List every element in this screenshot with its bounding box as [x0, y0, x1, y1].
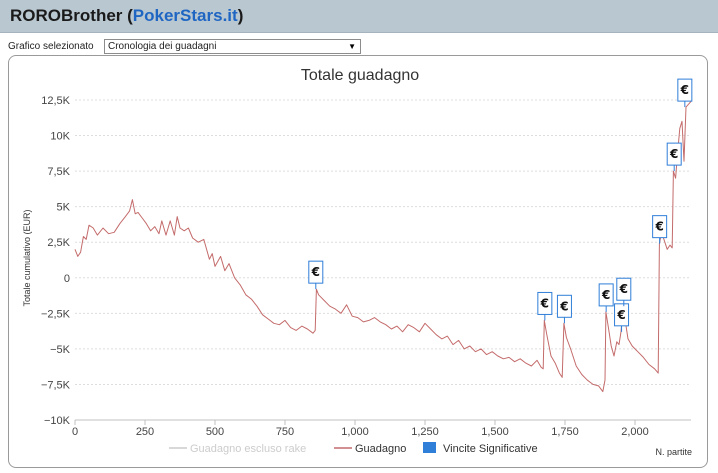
x-tick-label: 500: [206, 426, 224, 438]
legend-label-excl-rake: Guadagno escluso rake: [190, 443, 306, 455]
euro-icon: €: [601, 288, 610, 302]
chevron-down-icon[interactable]: ▼: [348, 42, 356, 51]
series-line-guadagno[interactable]: [74, 101, 692, 393]
significant-win-flag[interactable]: €: [677, 78, 693, 108]
y-tick-label: 7,5K: [47, 166, 70, 178]
euro-icon: €: [619, 282, 628, 296]
x-tick-label: 2,000: [621, 426, 649, 438]
x-tick-label: 750: [276, 426, 294, 438]
close-paren: ): [237, 6, 244, 25]
y-tick-label: −7,5K: [41, 379, 71, 391]
x-tick-label: 1,000: [341, 426, 369, 438]
page-title: ROROBrother (PokerStars.it): [10, 6, 243, 26]
profit-chart: Totale guadagno −10K −7,5K −5K −2,5K 0 2,5K 5K…: [22, 67, 693, 457]
y-tick-label: 10K: [50, 131, 70, 143]
x-tick-label: 1,250: [411, 426, 439, 438]
site-link[interactable]: PokerStars.it: [132, 6, 238, 25]
legend-item-guadagno[interactable]: Guadagno: [334, 443, 406, 455]
legend-item-significant-wins[interactable]: Vincite Significative: [423, 442, 538, 455]
flag-box: [537, 291, 553, 315]
flag-box: [556, 294, 572, 318]
x-tick-label: 1,750: [551, 426, 579, 438]
x-axis-label: N. partite: [655, 447, 692, 457]
flag-box: [666, 142, 682, 166]
y-tick-label: 0: [64, 273, 70, 285]
euro-icon: €: [540, 296, 549, 310]
significant-win-flag[interactable]: €: [666, 142, 682, 172]
legend-marker-significant-wins: [423, 442, 436, 453]
significant-win-flag[interactable]: €: [598, 283, 614, 312]
legend-label-guadagno: Guadagno: [355, 443, 406, 455]
significant-win-flag[interactable]: €: [537, 291, 553, 321]
player-name: ROROBrother: [10, 6, 123, 25]
y-axis-ticks: −10K −7,5K −5K −2,5K 0 2,5K 5K 7,5K 10K 12,5K: [41, 95, 71, 427]
euro-icon: €: [669, 147, 678, 161]
flag-box: [677, 78, 693, 102]
significant-win-flag[interactable]: €: [556, 294, 572, 324]
chart-selector-label: Grafico selezionato: [8, 41, 94, 52]
euro-icon: €: [559, 299, 568, 313]
chart-container: Totale guadagno −10K −7,5K −5K −2,5K 0 2,5K 5K…: [8, 55, 708, 468]
x-axis-ticks: 0 250 500 750 1,000 1,250 1,500 1,750 2,000: [72, 420, 649, 438]
y-tick-label: 12,5K: [41, 95, 70, 107]
euro-icon: €: [654, 220, 663, 234]
legend: Guadagno escluso rake Guadagno Vincite S…: [169, 442, 538, 455]
significant-win-flag[interactable]: €: [308, 260, 324, 290]
y-axis-label: Totale cumulativo (EUR): [22, 209, 32, 306]
euro-icon: €: [311, 265, 320, 279]
euro-icon: €: [680, 83, 689, 97]
flag-box: [598, 283, 614, 307]
legend-label-significant-wins: Vincite Significative: [443, 443, 538, 455]
flag-box: [614, 303, 630, 327]
significant-win-flag[interactable]: €: [614, 303, 630, 332]
significant-wins-markers: € € € € € € € € €: [308, 78, 693, 332]
flag-box: [308, 260, 324, 284]
y-tick-label: 2,5K: [47, 237, 70, 249]
y-tick-label: −10K: [44, 415, 71, 427]
x-tick-label: 0: [72, 426, 78, 438]
significant-win-flag[interactable]: €: [616, 277, 632, 307]
open-paren: (: [122, 6, 133, 25]
y-tick-label: −2,5K: [41, 308, 71, 320]
chart-type-select-value: Cronologia dei guadagni: [108, 41, 217, 52]
y-tick-label: 5K: [57, 202, 71, 214]
flag-box: [616, 277, 632, 301]
significant-win-flag[interactable]: €: [652, 215, 668, 244]
header-bar: ROROBrother (PokerStars.it): [0, 0, 718, 33]
chart-type-select[interactable]: Cronologia dei guadagni ▼: [104, 39, 361, 54]
flag-box: [652, 215, 668, 239]
grid-layer: [75, 99, 691, 421]
legend-item-excl-rake[interactable]: Guadagno escluso rake: [169, 443, 306, 455]
chart-title: Totale guadagno: [301, 67, 419, 84]
euro-icon: €: [616, 308, 625, 322]
y-tick-label: −5K: [50, 344, 71, 356]
x-tick-label: 250: [136, 426, 154, 438]
x-tick-label: 1,500: [481, 426, 509, 438]
